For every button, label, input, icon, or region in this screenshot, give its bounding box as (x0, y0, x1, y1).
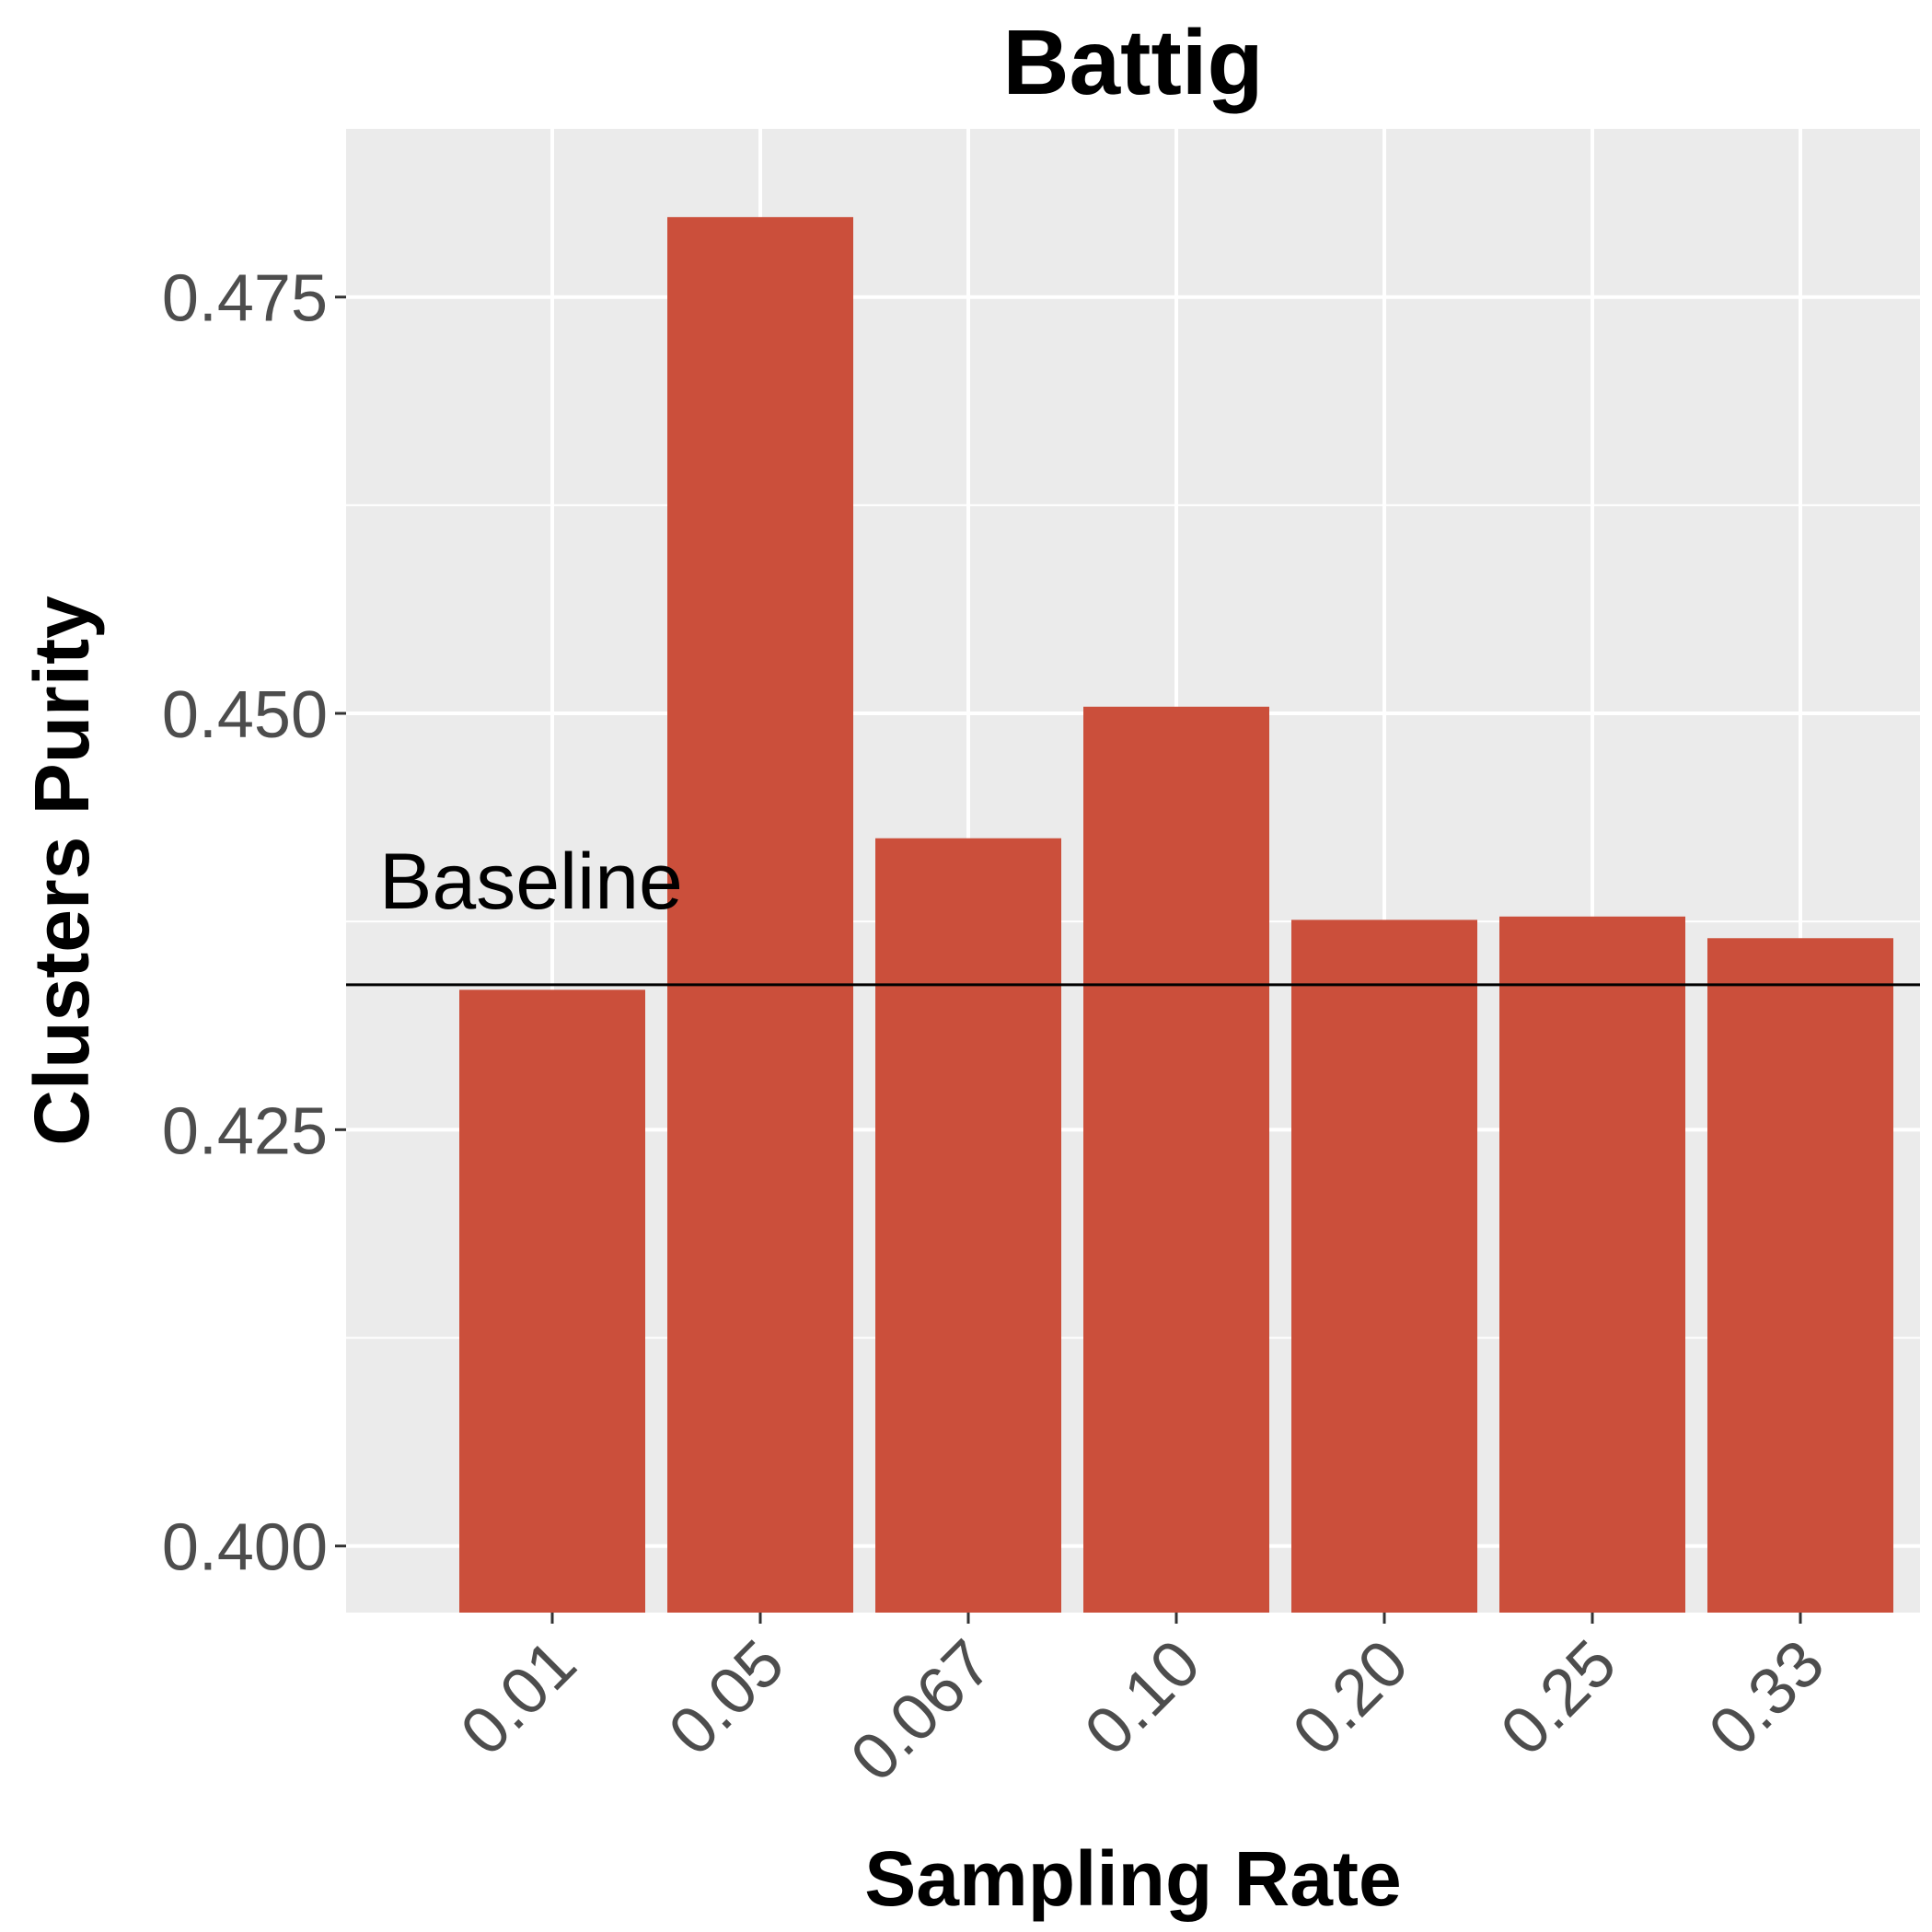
y-axis-ticks: 0.400 0.425 0.450 0.475 (162, 262, 346, 1585)
x-axis-title: Sampling Rate (864, 1835, 1401, 1922)
x-tick-label: 0.33 (1695, 1626, 1839, 1770)
y-tick-label: 0.400 (162, 1511, 328, 1585)
y-axis-title: Clusters Purity (18, 596, 105, 1146)
bar-0.05 (667, 216, 853, 1613)
baseline-label: Baseline (379, 838, 683, 926)
x-tick-label: 0.10 (1071, 1626, 1215, 1770)
bar-0.067 (875, 838, 1061, 1613)
x-tick-label: 0.067 (837, 1626, 1006, 1796)
bar-0.10 (1083, 706, 1269, 1613)
y-tick-label: 0.450 (162, 678, 328, 752)
x-axis-ticks: 0.01 0.05 0.067 0.10 0.20 0.25 0.33 (447, 1613, 1839, 1796)
x-tick-label: 0.01 (447, 1626, 591, 1770)
x-tick-label: 0.05 (655, 1626, 799, 1770)
x-tick-label: 0.25 (1487, 1626, 1631, 1770)
bar-0.25 (1499, 916, 1685, 1613)
bar-0.33 (1707, 938, 1893, 1613)
bar-0.01 (459, 989, 645, 1613)
y-tick-label: 0.425 (162, 1094, 328, 1168)
bars (459, 216, 1893, 1613)
y-tick-label: 0.475 (162, 262, 328, 336)
chart-title: Battig (1002, 11, 1263, 114)
bar-0.20 (1291, 920, 1477, 1613)
x-tick-label: 0.20 (1279, 1626, 1423, 1770)
